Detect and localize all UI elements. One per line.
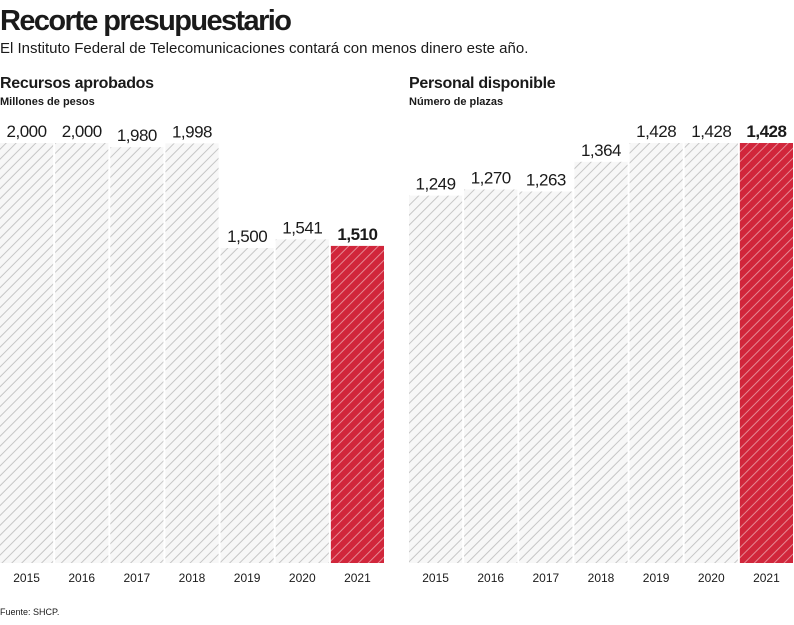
bar (739, 143, 793, 563)
x-tick-label: 2020 (698, 571, 725, 585)
bar (0, 143, 54, 563)
x-tick-label: 2018 (588, 571, 615, 585)
value-label: 1,500 (227, 227, 267, 246)
bar (574, 161, 628, 563)
x-tick-label: 2019 (234, 571, 261, 585)
x-tick-label: 2017 (533, 571, 560, 585)
bar (409, 195, 463, 563)
value-label: 1,510 (337, 225, 377, 244)
page-subtitle: El Instituto Federal de Telecomunicacion… (0, 40, 528, 57)
value-label: 1,980 (117, 126, 157, 145)
bar (330, 245, 384, 563)
value-label: 1,428 (746, 122, 786, 141)
x-tick-label: 2015 (422, 571, 449, 585)
chart-title: Recursos aprobados (0, 75, 154, 92)
chart-title: Personal disponible (409, 75, 556, 92)
value-label: 2,000 (62, 122, 102, 141)
bar (464, 189, 518, 563)
value-label: 2,000 (7, 122, 47, 141)
value-label: 1,998 (172, 122, 212, 141)
x-tick-label: 2021 (753, 571, 780, 585)
value-label: 1,364 (581, 141, 621, 160)
value-label: 1,249 (416, 175, 456, 194)
value-label: 1,428 (636, 122, 676, 141)
bar (165, 143, 219, 564)
value-label: 1,428 (691, 122, 731, 141)
source: Fuente: SHCP. (0, 607, 59, 617)
x-tick-label: 2015 (13, 571, 40, 585)
value-label: 1,541 (282, 218, 322, 237)
x-tick-label: 2019 (643, 571, 670, 585)
bar (629, 143, 683, 563)
bar (684, 143, 738, 563)
x-tick-label: 2020 (289, 571, 316, 585)
page-title: Recorte presupuestario (0, 5, 291, 37)
value-label: 1,263 (526, 171, 566, 190)
x-tick-label: 2016 (477, 571, 504, 585)
bar (55, 143, 109, 563)
bar (110, 147, 164, 563)
chart-subtitle: Número de plazas (409, 96, 503, 108)
value-label: 1,270 (471, 168, 511, 187)
bar (220, 248, 274, 563)
chart-subtitle: Millones de pesos (0, 96, 95, 108)
x-tick-label: 2017 (124, 571, 151, 585)
bar (519, 191, 573, 563)
bar (275, 239, 329, 563)
x-tick-label: 2018 (179, 571, 206, 585)
x-tick-label: 2021 (344, 571, 371, 585)
x-tick-label: 2016 (68, 571, 95, 585)
